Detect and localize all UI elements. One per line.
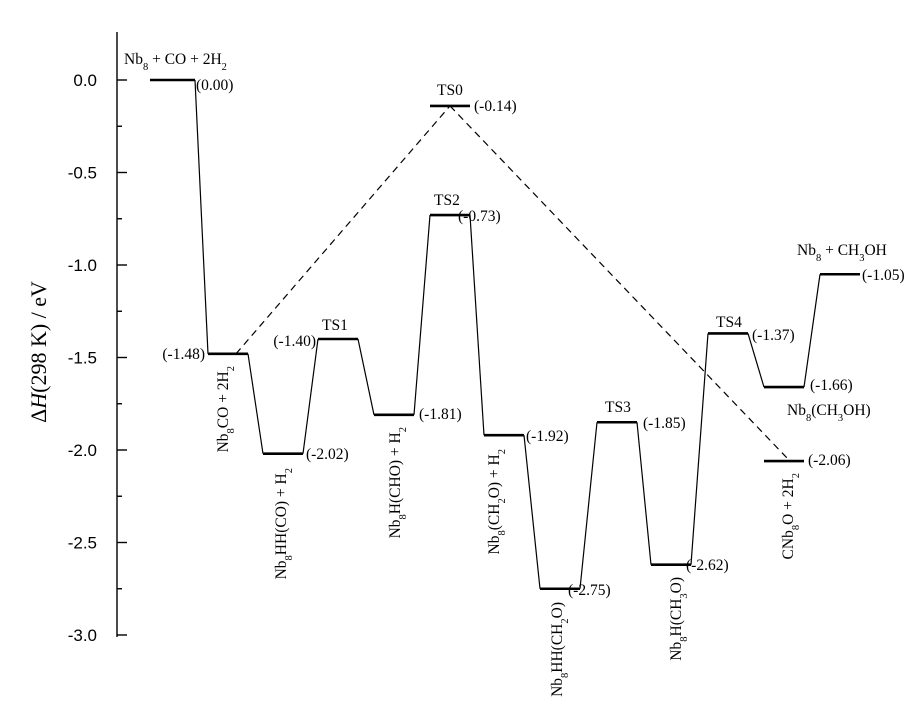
label-L2: Nb8HH(CO) + H2	[273, 468, 295, 579]
label-L3: Nb8H(CHO) + H2	[387, 427, 409, 538]
value-L8: (-1.05)	[862, 267, 905, 284]
label-L0: Nb8 + CO + 2H2	[124, 51, 227, 73]
connector-L1-L2	[247, 353, 264, 454]
label-L8: Nb8 + CH3OH	[797, 242, 887, 264]
label-L1: Nb8CO + 2H2	[215, 366, 237, 452]
connector-L5-TS3	[579, 422, 598, 589]
y-axis-label-h: H	[26, 392, 51, 410]
value-L1: (-1.48)	[162, 346, 205, 363]
y-axis-label: ΔH(298 K) / eV	[26, 281, 51, 423]
value-L5: (-2.75)	[568, 582, 611, 599]
value-L3: (-1.81)	[419, 406, 462, 423]
connector-TS1-L3	[357, 338, 375, 415]
connector-TS3-L6	[636, 422, 652, 565]
connector-L7-L8	[803, 274, 821, 388]
y-tick-label: -2.0	[68, 441, 97, 460]
y-tick-label: -1.0	[68, 256, 97, 275]
levels	[150, 78, 860, 591]
label-TS4: TS4	[716, 314, 742, 331]
label-L6: Nb8H(CH3O)	[668, 577, 690, 661]
y-tick-label: -0.5	[68, 164, 97, 183]
value-L2: (-2.02)	[306, 446, 349, 463]
y-axis-label-delta: Δ	[26, 409, 51, 423]
connector-L6-TS4	[690, 333, 709, 565]
value-L4: (-1.92)	[526, 428, 569, 445]
value-TS4: (-1.37)	[752, 327, 795, 344]
y-axis-ticks: 0.0 -0.5 -1.0 -1.5 -2.0 -2.5 -3.0	[68, 71, 127, 645]
value-TS0: (-0.14)	[474, 98, 517, 115]
y-tick-label: -1.5	[68, 349, 97, 368]
y-tick-label: 0.0	[73, 71, 97, 90]
label-L7: Nb8(CH3OH)	[787, 402, 871, 424]
value-L6: (-2.62)	[686, 557, 729, 574]
connector-L4-L5	[523, 435, 541, 589]
label-L5: Nb8HH(CH2O)	[549, 602, 571, 697]
connector-L2-TS1	[302, 338, 319, 454]
label-L9: CNb8O + 2H2	[780, 473, 802, 559]
label-TS2: TS2	[434, 192, 460, 209]
label-TS0: TS0	[437, 82, 463, 99]
y-tick-label: -2.5	[68, 534, 97, 553]
value-TS3: (-1.85)	[643, 415, 686, 432]
connector-TS2-L4	[469, 215, 485, 436]
y-tick-label: -3.0	[68, 626, 97, 645]
connectors	[194, 79, 821, 589]
y-axis-label-rest: (298 K) / eV	[26, 281, 51, 393]
label-TS1: TS1	[322, 317, 348, 334]
dashed-connector-L1-TS0	[235, 105, 451, 355]
connector-L0-L1	[194, 79, 209, 354]
connector-L3-TS2	[413, 215, 431, 415]
value-L0: (0.00)	[196, 77, 233, 94]
dashed-connector-TS0-L9	[449, 105, 791, 462]
value-TS2: (-0.73)	[458, 208, 501, 225]
connector-TS4-L7	[747, 333, 765, 388]
value-TS1: (-1.40)	[273, 333, 316, 350]
label-L4: Nb8(CH2O) + H2	[486, 449, 508, 554]
value-L9: (-2.06)	[808, 452, 851, 469]
label-TS3: TS3	[605, 399, 631, 416]
value-L7: (-1.66)	[810, 377, 853, 394]
